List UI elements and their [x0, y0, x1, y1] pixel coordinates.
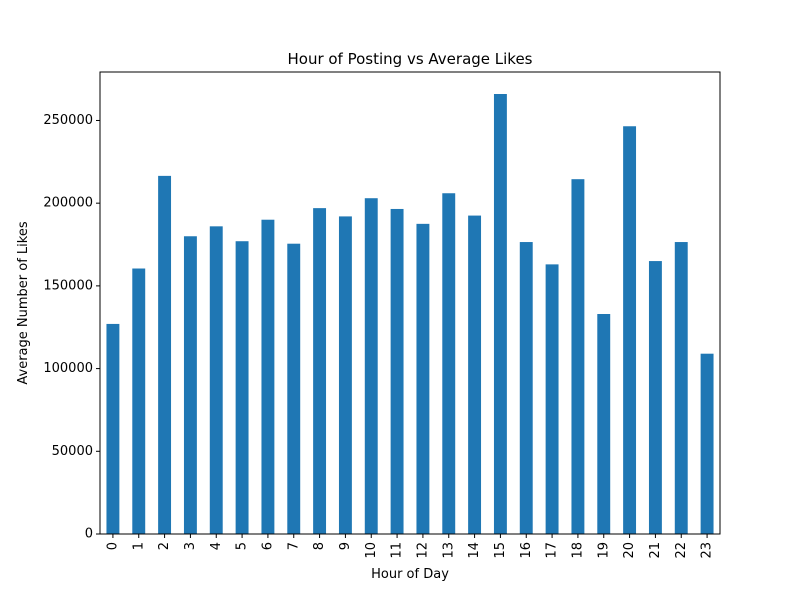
x-tick-label: 2 — [157, 542, 172, 550]
x-tick-label: 12 — [415, 542, 430, 559]
x-tick-label: 21 — [648, 542, 663, 559]
x-tick-label: 20 — [622, 542, 637, 559]
bar-hour-1 — [132, 268, 146, 534]
x-tick-label: 7 — [286, 542, 301, 550]
x-tick-label: 4 — [209, 542, 224, 550]
y-axis-label: Average Number of Likes — [16, 221, 31, 384]
bar-hour-18 — [571, 179, 585, 534]
bar-hour-19 — [597, 314, 611, 534]
y-tick-label: 0 — [85, 527, 93, 542]
bar-hour-20 — [623, 126, 637, 534]
y-axis-ticks: 0 50000 100000 150000 200000 250000 — [43, 113, 100, 542]
x-tick-label: 15 — [493, 542, 508, 559]
bar-hour-6 — [261, 219, 275, 534]
bar-hour-0 — [106, 323, 120, 534]
x-tick-label: 11 — [390, 542, 405, 559]
bar-hour-12 — [416, 223, 430, 535]
bar-hour-22 — [674, 242, 688, 535]
bars-group — [106, 94, 714, 535]
x-tick-label: 6 — [260, 542, 275, 550]
y-tick-label: 150000 — [43, 278, 93, 293]
y-tick-label: 100000 — [43, 361, 93, 376]
bar-hour-8 — [313, 208, 327, 534]
x-tick-label: 16 — [519, 542, 534, 559]
x-tick-label: 18 — [570, 542, 585, 559]
bar-hour-13 — [442, 193, 456, 535]
x-tick-label: 3 — [183, 542, 198, 550]
plot-frame — [99, 71, 721, 535]
bar-hour-21 — [648, 261, 662, 534]
x-tick-label: 22 — [674, 542, 689, 559]
bar-hour-15 — [493, 94, 507, 534]
x-tick-label: 5 — [235, 542, 250, 550]
bar-hour-14 — [468, 215, 482, 534]
x-tick-label: 17 — [545, 542, 560, 559]
bar-hour-9 — [338, 216, 352, 535]
x-tick-label: 19 — [596, 542, 611, 559]
x-tick-label: 8 — [312, 542, 327, 550]
x-tick-label: 13 — [441, 542, 456, 559]
y-tick-label: 50000 — [52, 444, 93, 459]
x-tick-label: 10 — [364, 542, 379, 559]
bar-hour-23 — [700, 353, 714, 534]
x-axis-label: Hour of Day — [371, 567, 449, 582]
bar-hour-5 — [235, 241, 249, 534]
bar-hour-3 — [183, 236, 197, 534]
x-tick-label: 14 — [467, 542, 482, 559]
x-tick-label: 23 — [700, 542, 715, 559]
chart-title: Hour of Posting vs Average Likes — [287, 50, 532, 68]
bar-hour-16 — [519, 242, 533, 535]
y-tick-label: 200000 — [43, 196, 93, 211]
bar-hour-4 — [209, 226, 223, 535]
bar-hour-10 — [364, 198, 378, 535]
y-tick-label: 250000 — [43, 113, 93, 128]
x-tick-label: 9 — [338, 542, 353, 550]
x-tick-label: 0 — [105, 542, 120, 550]
bar-hour-7 — [287, 243, 301, 534]
bar-hour-2 — [158, 175, 172, 534]
x-tick-label: 1 — [131, 542, 146, 550]
bar-hour-11 — [390, 208, 404, 534]
bar-hour-17 — [545, 264, 559, 534]
x-axis-ticks: 0 1 2 3 4 5 6 7 8 9 10 11 12 13 14 15 16 17 18 19 20 21 22 23 — [105, 534, 715, 559]
